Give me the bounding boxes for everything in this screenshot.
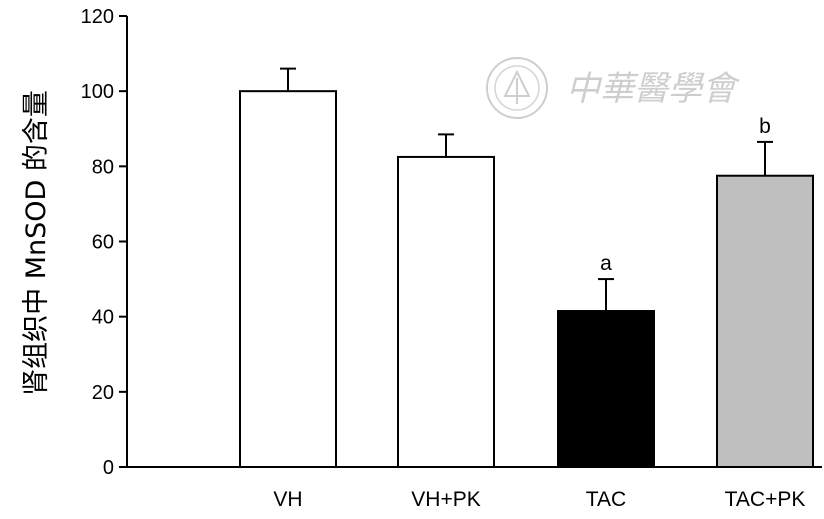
y-tick-label: 120 — [81, 6, 114, 28]
bar-vh — [239, 90, 337, 469]
y-axis-label: 肾组织中 MnSOD 的含量 — [21, 90, 52, 396]
y-ticks: 0 20 40 60 80 100 120 — [81, 6, 127, 479]
y-tick-label: 80 — [92, 156, 114, 178]
bar-tac — [557, 310, 655, 469]
x-tick-label: VH — [273, 488, 302, 511]
x-tick-label: TAC — [586, 488, 626, 511]
x-tick-label: TAC+PK — [725, 488, 806, 511]
y-tick-label: 0 — [103, 457, 114, 479]
significance-labels: ab — [600, 115, 771, 275]
y-tick-label: 20 — [92, 382, 114, 404]
error-bars — [280, 67, 773, 312]
x-tick-labels: VH VH+PK TAC TAC+PK — [273, 488, 805, 511]
bar-tac-plus-pk — [716, 174, 814, 469]
y-tick-label: 60 — [92, 232, 114, 254]
y-tick-label: 100 — [81, 81, 114, 103]
bars — [239, 90, 814, 469]
significance-label: a — [600, 252, 612, 275]
watermark-text: 中華醫學會 — [566, 69, 741, 109]
watermark-seal-icon — [486, 57, 548, 119]
y-tick-label: 40 — [92, 307, 114, 329]
significance-label: b — [759, 115, 771, 138]
watermark: 中華醫學會 — [486, 57, 741, 119]
x-tick-label: VH+PK — [411, 488, 480, 511]
bar-vh-plus-pk — [397, 155, 495, 468]
